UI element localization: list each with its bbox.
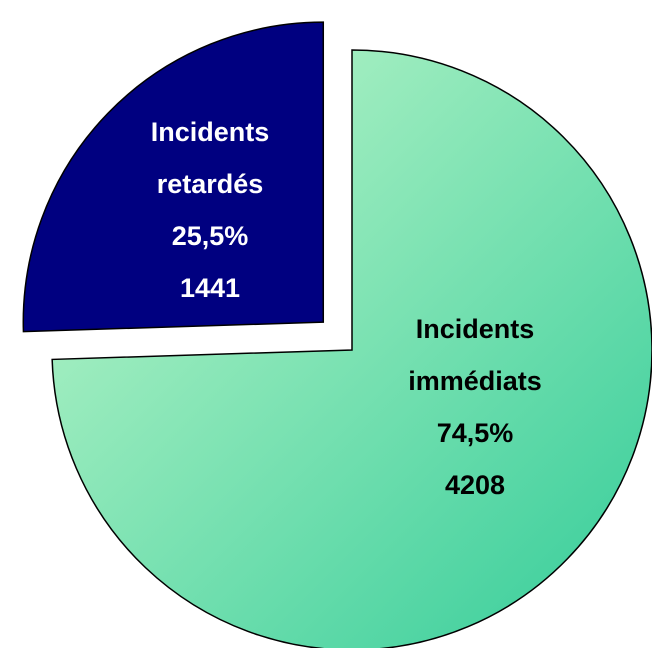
pie-slice (22, 21, 325, 333)
slice-label: Incidents immédiats 74,5% 4208 (375, 303, 575, 511)
count-label: 1441 (179, 273, 241, 303)
percent-label: 74,5% (436, 418, 514, 448)
category-label: Incidents immédiats (408, 314, 542, 396)
percent-label: 25,5% (171, 221, 249, 251)
category-label: Incidents retardés (150, 117, 270, 199)
pie-slice (51, 49, 652, 648)
count-label: 4208 (444, 470, 506, 500)
slice-label: Incidents retardés 25,5% 1441 (110, 106, 310, 314)
